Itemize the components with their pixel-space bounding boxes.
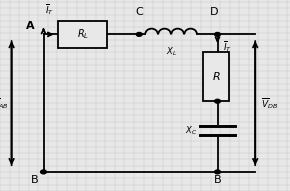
Circle shape	[215, 170, 220, 174]
Text: $R$: $R$	[212, 70, 220, 82]
Circle shape	[136, 32, 142, 36]
Text: $R_L$: $R_L$	[77, 28, 89, 41]
FancyBboxPatch shape	[58, 21, 107, 48]
Text: C: C	[135, 7, 143, 17]
Circle shape	[215, 99, 220, 103]
Text: $X_L$: $X_L$	[166, 45, 177, 58]
Text: A: A	[26, 21, 35, 31]
Text: $\overline{V}_{AB}$: $\overline{V}_{AB}$	[0, 96, 9, 111]
Text: B: B	[31, 175, 39, 185]
Text: $\overline{I}_T$: $\overline{I}_T$	[223, 39, 232, 54]
Text: D: D	[210, 7, 219, 17]
FancyBboxPatch shape	[203, 52, 229, 101]
Text: B: B	[214, 175, 221, 185]
Text: $\overline{I}_T$: $\overline{I}_T$	[45, 2, 54, 17]
Text: $X_C$: $X_C$	[185, 124, 197, 137]
Text: $\overline{V}_{DB}$: $\overline{V}_{DB}$	[261, 96, 278, 111]
Circle shape	[41, 170, 46, 174]
Circle shape	[215, 32, 220, 36]
